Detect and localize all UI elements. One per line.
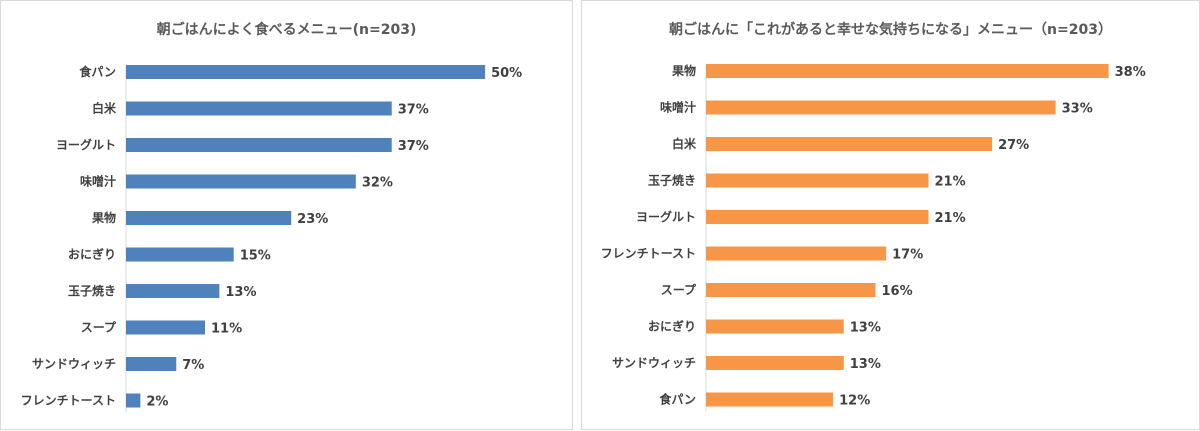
data-label: 37%	[398, 139, 429, 154]
data-label: 16%	[882, 284, 913, 299]
category-label: 果物	[91, 210, 116, 225]
data-label: 37%	[398, 103, 429, 118]
data-label: 38%	[1115, 65, 1146, 80]
category-label: サンドウィッチ	[612, 356, 696, 370]
bar	[126, 101, 392, 116]
category-label: サンドウィッチ	[32, 357, 116, 371]
bar	[706, 356, 844, 370]
data-label: 32%	[362, 176, 393, 191]
data-label: 13%	[850, 357, 881, 372]
chart-panel-frequent: 朝ごはんによく食べるメニュー(n=203) 食パン 50% 白米 37% ヨーグルト 37…	[0, 0, 573, 430]
category-label: おにぎり	[68, 247, 116, 262]
bar	[706, 319, 844, 334]
category-label: スープ	[81, 320, 117, 335]
category-label: ヨーグルト	[636, 209, 696, 224]
data-label: 50%	[491, 66, 522, 81]
bar	[126, 211, 292, 225]
category-label: 食パン	[78, 64, 116, 79]
data-label: 13%	[225, 285, 256, 300]
data-label: 11%	[211, 322, 242, 337]
data-label: 2%	[146, 395, 168, 410]
data-label: 15%	[240, 249, 271, 264]
bar	[126, 247, 234, 262]
bar	[126, 284, 220, 298]
category-label: 白米	[92, 101, 117, 116]
bar	[126, 393, 141, 408]
data-label: 23%	[297, 212, 328, 227]
bar	[706, 64, 1109, 78]
data-label: 21%	[935, 175, 966, 190]
bar	[706, 210, 929, 224]
data-label: 12%	[839, 394, 870, 409]
category-label: 味噌汁	[660, 100, 696, 115]
category-label: フレンチトースト	[21, 394, 116, 408]
bar	[126, 174, 356, 189]
bar	[706, 137, 993, 151]
data-label: 7%	[182, 358, 204, 373]
data-label: 21%	[935, 211, 966, 226]
category-label: 果物	[671, 63, 696, 78]
category-label: フレンチトースト	[601, 247, 696, 261]
chart-title: 朝ごはんに「これがあると幸せな気持ちになる」メニュー（n=203）	[669, 22, 1112, 38]
bar-chart-happy: 果物 38% 味噌汁 33% 白米 27% 玉子焼き 21% ヨーグルト 21% フレンチトースト 1…	[601, 63, 1146, 412]
bar	[706, 246, 887, 261]
bar-chart-frequent: 食パン 50% 白米 37% ヨーグルト 37% 味噌汁 32% 果物 23% おにぎり 15% 玉子焼…	[21, 64, 522, 413]
category-label: 食パン	[658, 392, 696, 407]
bar	[706, 283, 876, 297]
bar	[706, 392, 834, 407]
category-label: 玉子焼き	[68, 283, 116, 298]
chart-title: 朝ごはんによく食べるメニュー(n=203)	[156, 22, 417, 38]
category-label: 玉子焼き	[648, 173, 696, 188]
bar	[126, 357, 177, 371]
bar	[126, 65, 486, 79]
data-label: 27%	[998, 138, 1029, 153]
category-label: 味噌汁	[80, 174, 116, 189]
data-label: 13%	[850, 321, 881, 336]
bar	[126, 138, 392, 152]
bar	[706, 100, 1056, 115]
bar	[706, 173, 929, 188]
category-label: スープ	[661, 282, 697, 297]
bar	[126, 320, 205, 335]
chart-panel-happy: 朝ごはんに「これがあると幸せな気持ちになる」メニュー（n=203） 果物 38% 味…	[581, 0, 1200, 430]
category-label: ヨーグルト	[56, 137, 116, 152]
category-label: おにぎり	[648, 319, 696, 334]
data-label: 17%	[892, 248, 923, 263]
data-label: 33%	[1062, 102, 1093, 117]
category-label: 白米	[672, 136, 697, 151]
